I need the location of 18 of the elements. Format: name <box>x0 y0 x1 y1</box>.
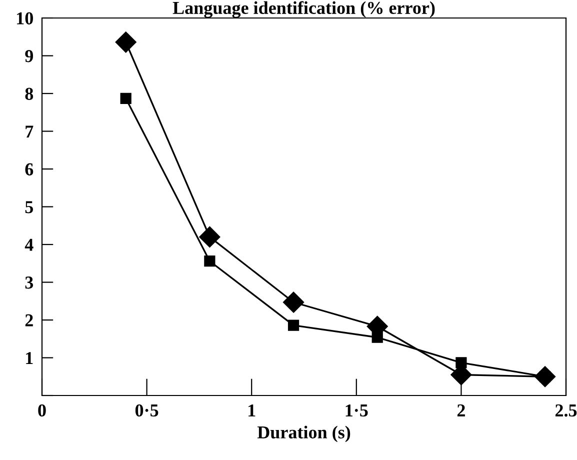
y-tick-label: 9 <box>25 50 34 62</box>
y-tick-label: 5 <box>25 201 34 214</box>
x-tick-label: 2.5 <box>555 404 577 417</box>
x-tick-label: 1 <box>248 404 256 416</box>
y-tick-label: 10 <box>17 12 33 24</box>
x-tick-label: 2 <box>457 404 465 416</box>
y-tick-label: 6 <box>25 163 34 176</box>
chart-title: Language identification (% error) <box>172 1 435 18</box>
x-tick-label: 1·5 <box>346 404 368 417</box>
y-tick-label: 1 <box>26 352 33 364</box>
x-tick-label: 0 <box>38 404 46 417</box>
y-tick-label: 8 <box>25 88 34 100</box>
x-axis-title: Duration (s) <box>257 426 350 442</box>
y-tick-label: 3 <box>25 276 34 289</box>
y-tick-label: 4 <box>24 238 34 251</box>
y-tick-label: 2 <box>25 314 33 326</box>
x-tick-label: 0·5 <box>135 404 158 417</box>
y-tick-label: 7 <box>26 126 34 138</box>
